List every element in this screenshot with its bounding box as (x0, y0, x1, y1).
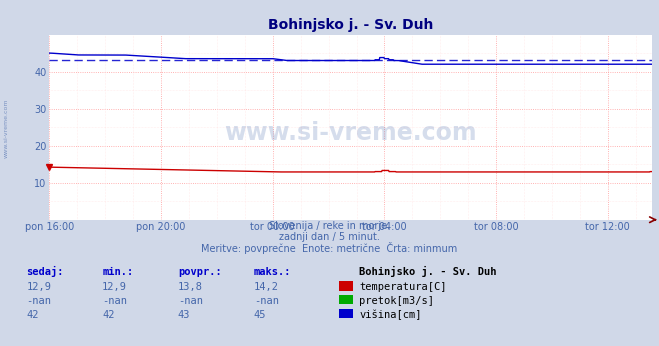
Text: 42: 42 (26, 310, 39, 320)
Text: povpr.:: povpr.: (178, 267, 221, 277)
Text: 42: 42 (102, 310, 115, 320)
Text: 12,9: 12,9 (26, 282, 51, 292)
Text: pretok[m3/s]: pretok[m3/s] (359, 296, 434, 306)
Text: Meritve: povprečne  Enote: metrične  Črta: minmum: Meritve: povprečne Enote: metrične Črta:… (202, 242, 457, 254)
Text: -nan: -nan (26, 296, 51, 306)
Text: -nan: -nan (102, 296, 127, 306)
Text: Bohinjsko j. - Sv. Duh: Bohinjsko j. - Sv. Duh (359, 266, 497, 277)
Text: -nan: -nan (178, 296, 203, 306)
Text: sedaj:: sedaj: (26, 266, 64, 277)
Text: temperatura[C]: temperatura[C] (359, 282, 447, 292)
Title: Bohinjsko j. - Sv. Duh: Bohinjsko j. - Sv. Duh (268, 18, 434, 32)
Text: Slovenija / reke in morje.: Slovenija / reke in morje. (269, 221, 390, 231)
Text: 12,9: 12,9 (102, 282, 127, 292)
Text: višina[cm]: višina[cm] (359, 309, 422, 320)
Text: 14,2: 14,2 (254, 282, 279, 292)
Text: 45: 45 (254, 310, 266, 320)
Text: 13,8: 13,8 (178, 282, 203, 292)
Text: -nan: -nan (254, 296, 279, 306)
Text: www.si-vreme.com: www.si-vreme.com (4, 98, 9, 158)
Text: min.:: min.: (102, 267, 133, 277)
Text: 43: 43 (178, 310, 190, 320)
Text: www.si-vreme.com: www.si-vreme.com (225, 121, 477, 145)
Text: zadnji dan / 5 minut.: zadnji dan / 5 minut. (279, 233, 380, 243)
Text: maks.:: maks.: (254, 267, 291, 277)
